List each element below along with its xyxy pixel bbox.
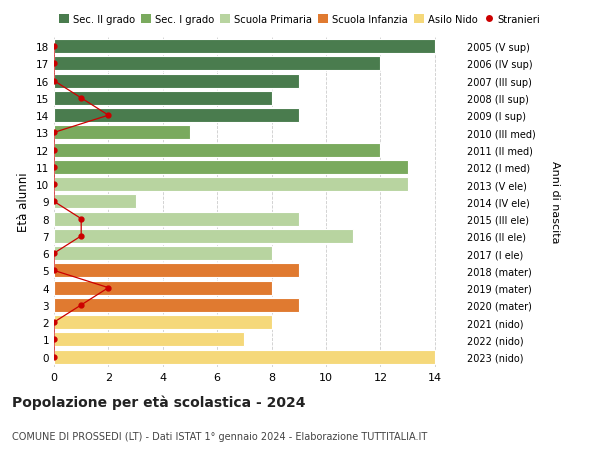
Bar bbox=[54, 178, 407, 192]
Bar bbox=[54, 264, 299, 278]
Y-axis label: Età alunni: Età alunni bbox=[17, 172, 31, 232]
Bar bbox=[54, 74, 299, 89]
Legend: Sec. II grado, Sec. I grado, Scuola Primaria, Scuola Infanzia, Asilo Nido, Stran: Sec. II grado, Sec. I grado, Scuola Prim… bbox=[59, 15, 541, 25]
Bar bbox=[54, 281, 272, 295]
Bar bbox=[54, 230, 353, 243]
Bar bbox=[54, 109, 299, 123]
Bar bbox=[54, 350, 435, 364]
Bar bbox=[54, 143, 380, 157]
Bar bbox=[54, 298, 299, 312]
Bar bbox=[54, 40, 435, 54]
Bar bbox=[54, 212, 299, 226]
Bar bbox=[54, 161, 407, 174]
Y-axis label: Anni di nascita: Anni di nascita bbox=[550, 161, 560, 243]
Bar bbox=[54, 315, 272, 330]
Text: Popolazione per età scolastica - 2024: Popolazione per età scolastica - 2024 bbox=[12, 395, 305, 409]
Bar bbox=[54, 246, 272, 261]
Bar bbox=[54, 195, 136, 209]
Bar bbox=[54, 126, 190, 140]
Bar bbox=[54, 57, 380, 71]
Bar bbox=[54, 333, 244, 347]
Bar bbox=[54, 92, 272, 106]
Text: COMUNE DI PROSSEDI (LT) - Dati ISTAT 1° gennaio 2024 - Elaborazione TUTTITALIA.I: COMUNE DI PROSSEDI (LT) - Dati ISTAT 1° … bbox=[12, 431, 427, 442]
